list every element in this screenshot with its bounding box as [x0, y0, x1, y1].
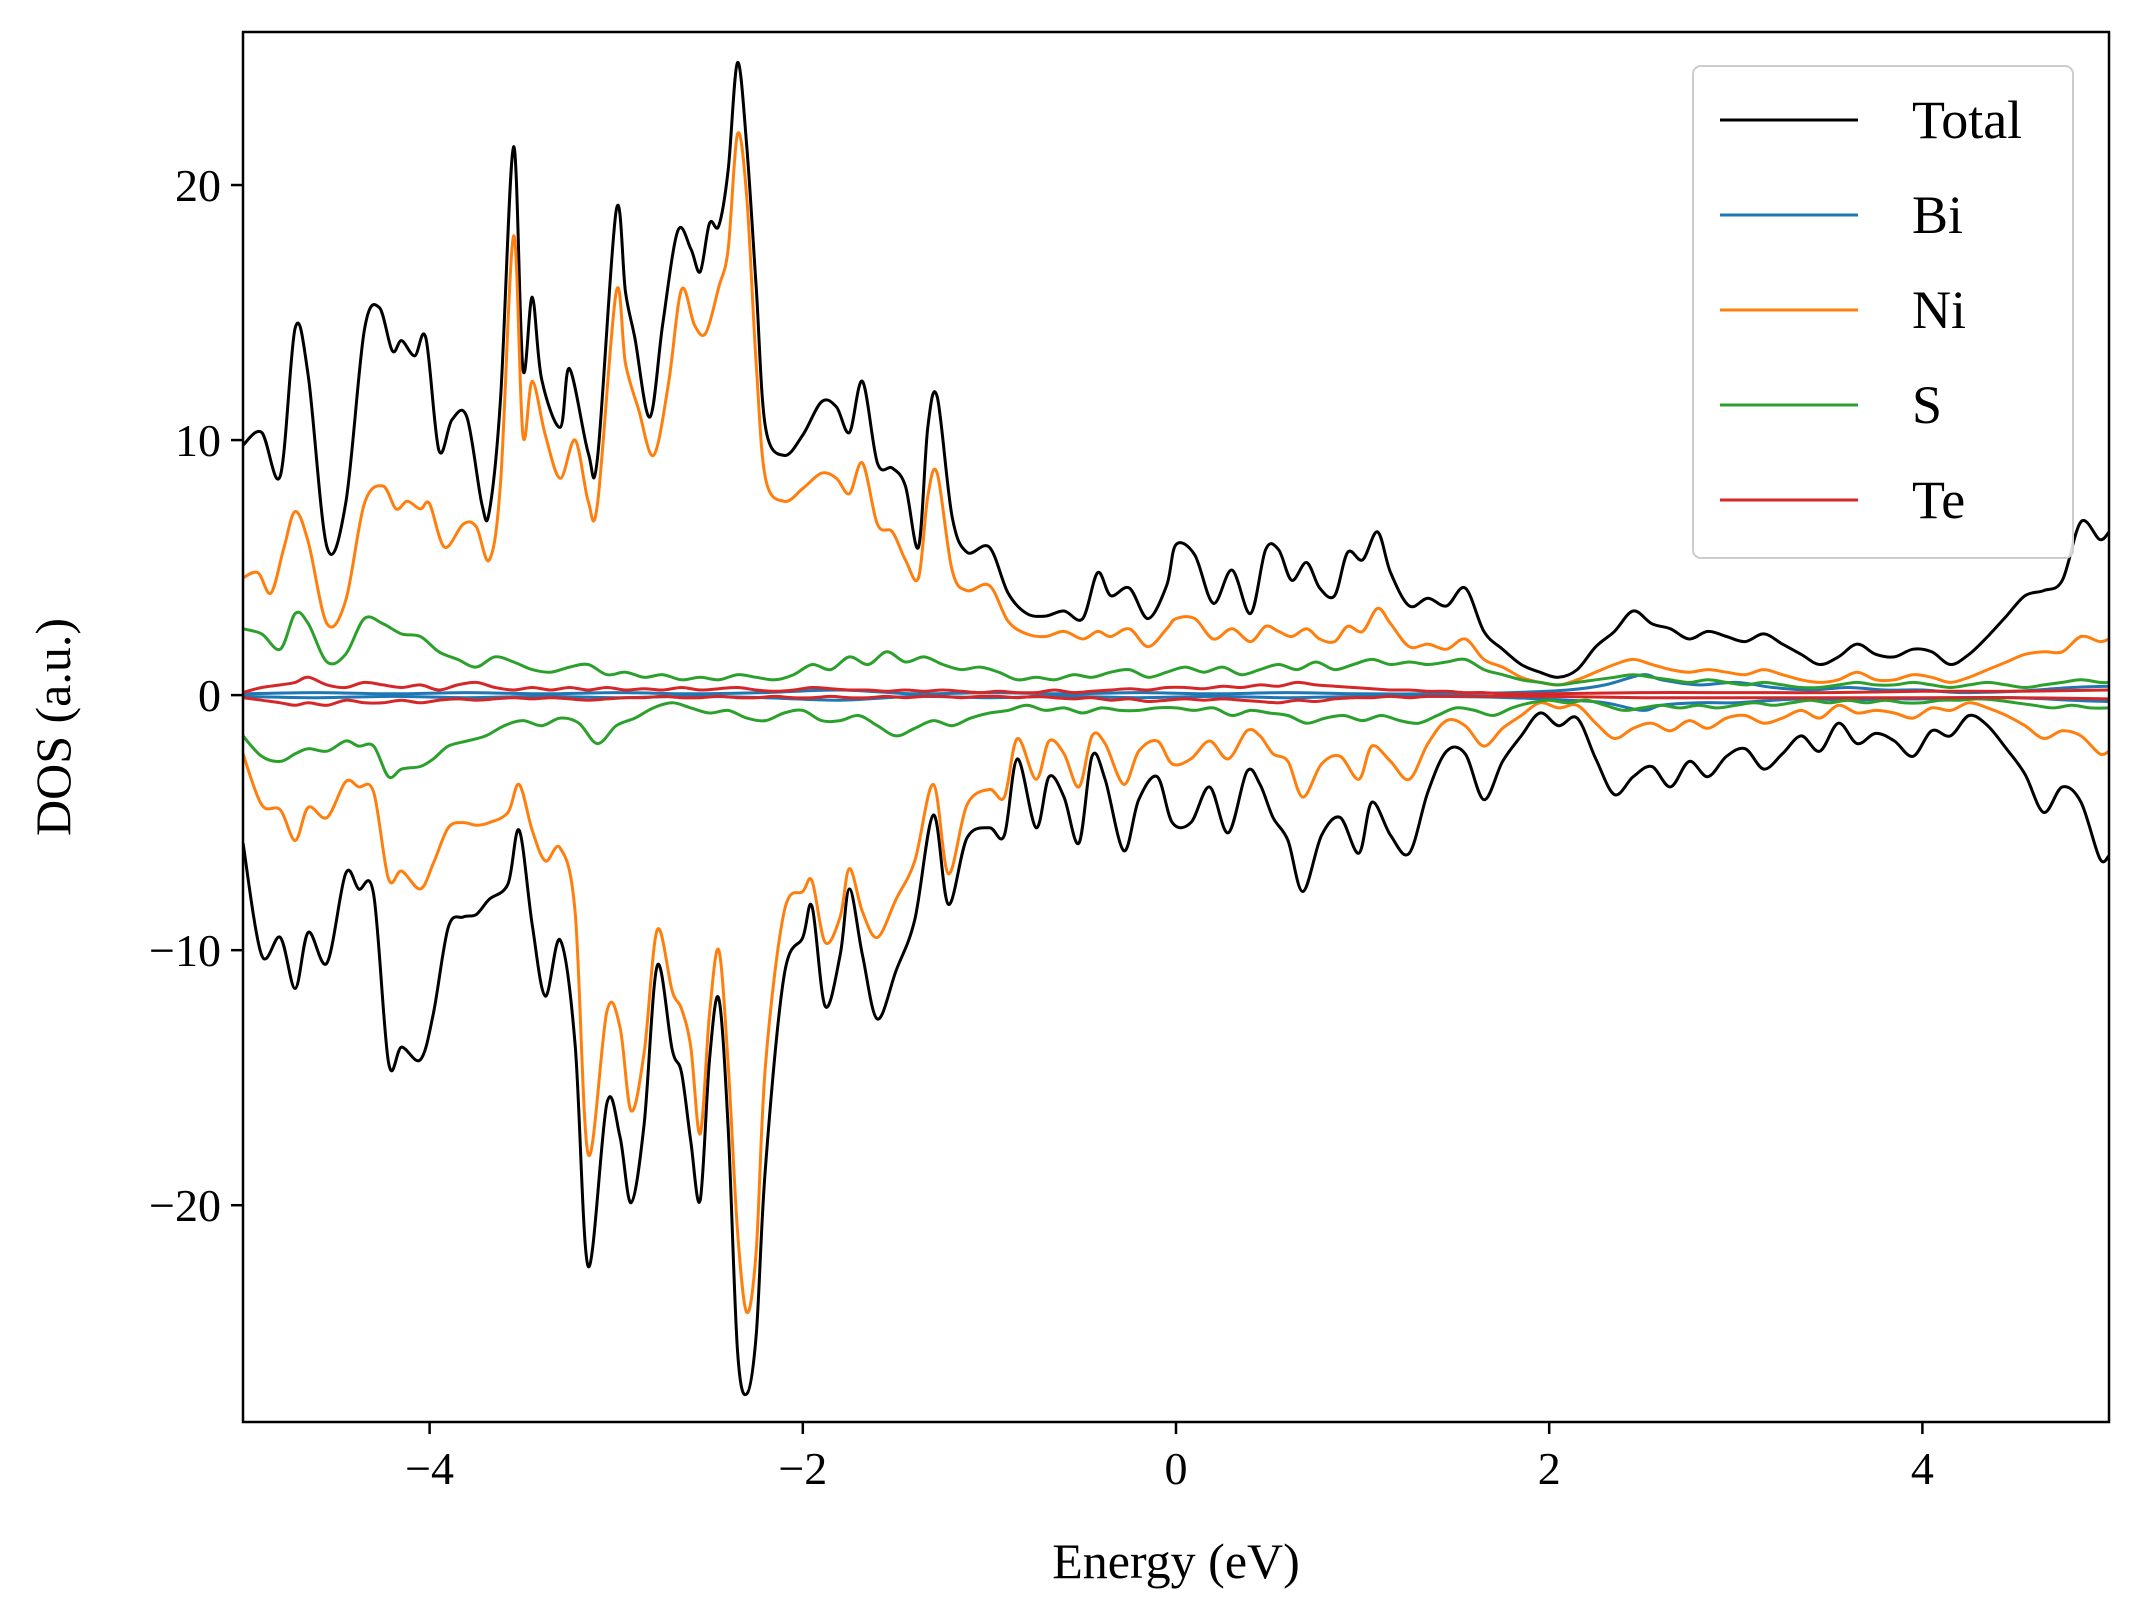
y-tick-label: −10	[149, 925, 221, 976]
series-te-spin-up	[243, 675, 2109, 696]
x-axis-label: Energy (eV)	[1052, 1533, 1300, 1589]
y-tick-label: 10	[175, 415, 221, 466]
legend-label-bi: Bi	[1912, 185, 1963, 245]
series-layer	[243, 61, 2109, 1397]
series-s-spin-down	[243, 697, 2109, 780]
x-tick-label: 0	[1165, 1443, 1188, 1494]
x-tick-label: −2	[778, 1443, 827, 1494]
series-total-spin-up	[243, 61, 2109, 679]
legend-label-ni: Ni	[1912, 280, 1966, 340]
y-tick-label: −20	[149, 1180, 221, 1231]
legend-label-total: Total	[1912, 90, 2022, 150]
x-tick-label: −4	[405, 1443, 454, 1494]
y-tick-label: 0	[198, 670, 221, 721]
series-ni-spin-down	[243, 701, 2109, 1314]
x-tick-label: 2	[1538, 1443, 1561, 1494]
legend-frame	[1692, 65, 2074, 559]
legend: Total Bi Ni S Te	[1692, 65, 2074, 559]
series-te-spin-down	[243, 694, 2109, 707]
series-ni-spin-up	[243, 131, 2109, 687]
series-total-spin-down	[243, 711, 2109, 1397]
series-bi-spin-up	[243, 673, 2109, 696]
legend-label-te: Te	[1912, 470, 1965, 530]
x-tick-label: 4	[1911, 1443, 1934, 1494]
series-s-spin-up	[243, 610, 2109, 690]
y-tick-label: 20	[175, 160, 221, 211]
y-axis-label: DOS (a.u.)	[25, 618, 81, 836]
legend-label-s: S	[1912, 375, 1942, 435]
legend-entries: Total Bi Ni S Te	[1720, 90, 2022, 530]
